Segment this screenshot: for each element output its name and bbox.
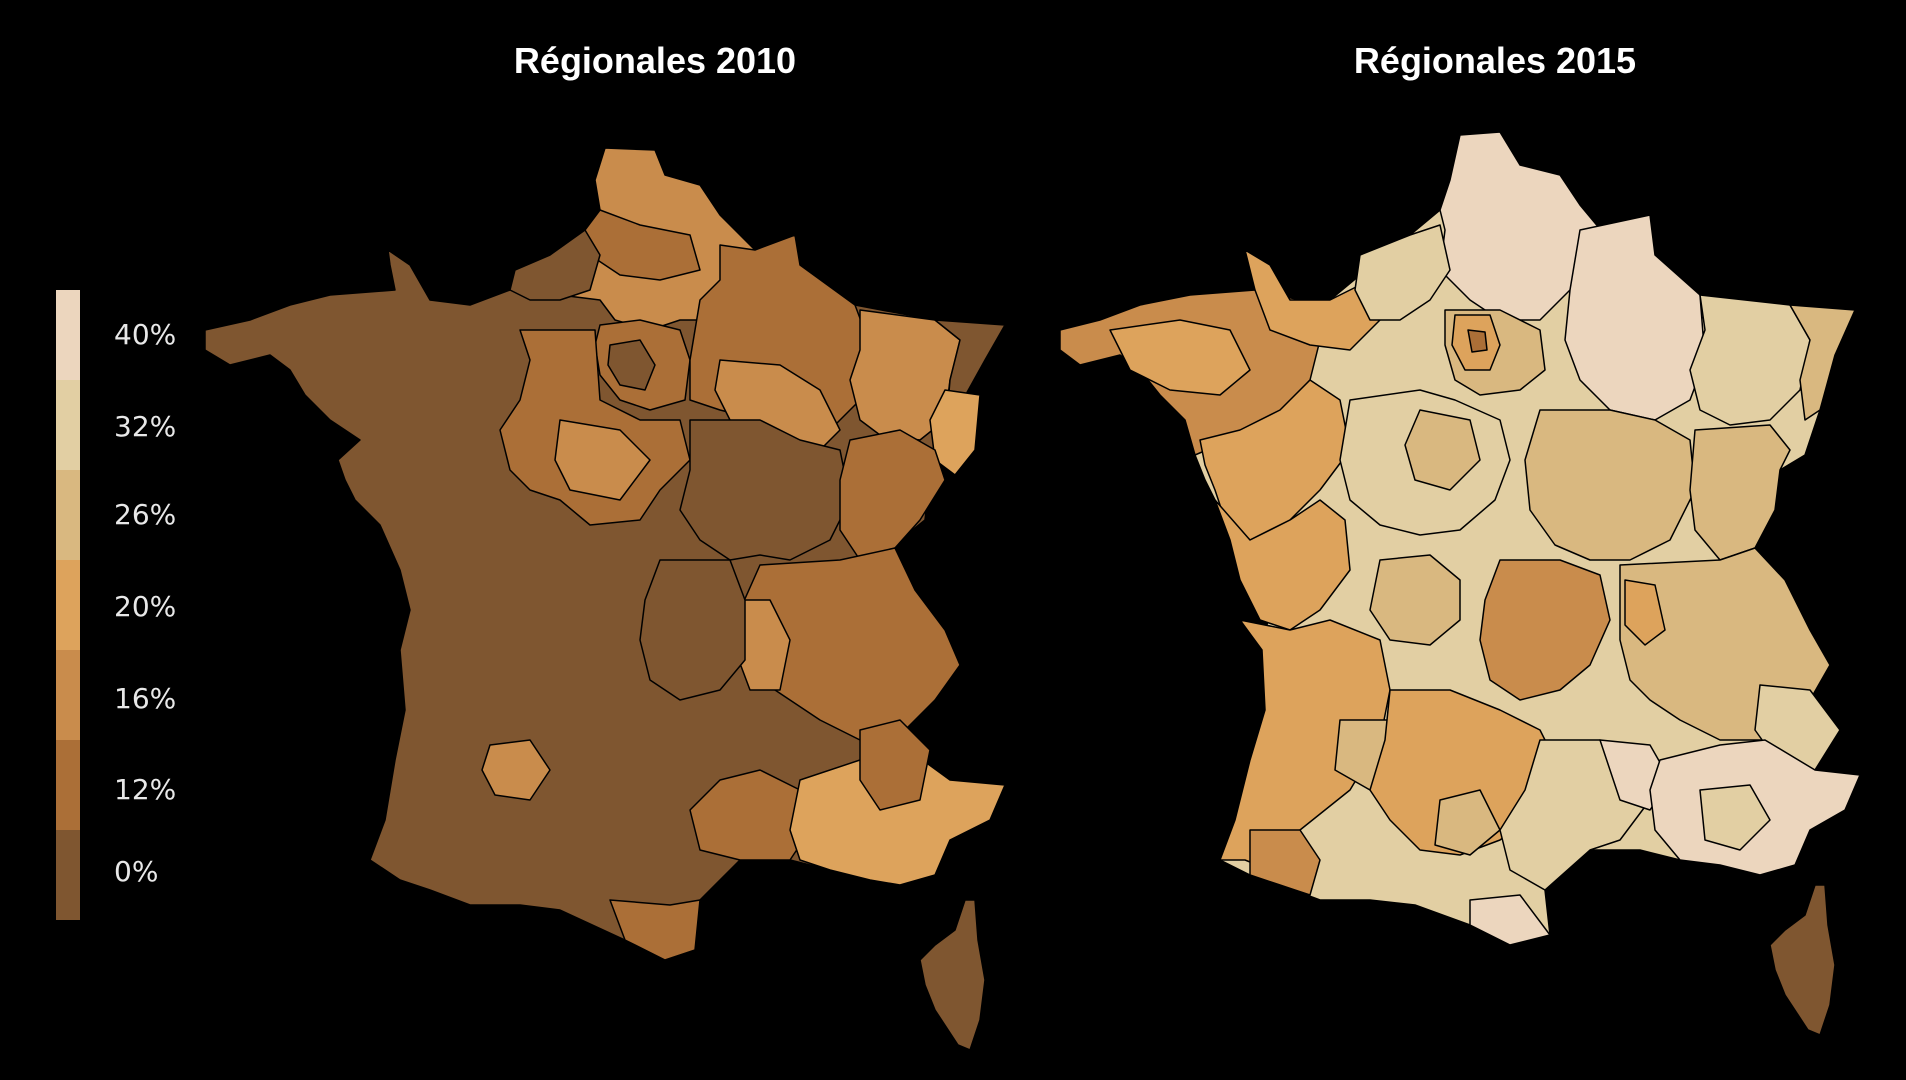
map-2010-corsica xyxy=(919,899,986,1051)
legend-swatch-12 xyxy=(56,740,80,830)
map-2010-region-paris xyxy=(607,339,656,391)
map-2010-region-aquitaine-inner xyxy=(481,739,551,801)
map-2010-region-provence-inner xyxy=(859,719,931,811)
map-2015-region-auvergne xyxy=(1479,559,1611,701)
map-2015-region-pays-loire xyxy=(1199,379,1351,541)
map-2010-region-pyrenees xyxy=(609,899,701,961)
map-2015-region-roussillon xyxy=(1469,894,1551,946)
map-title-2010: Régionales 2010 xyxy=(513,40,797,81)
map-2015-region-bourgogne xyxy=(1524,409,1696,561)
legend-label-40: 40% xyxy=(114,318,177,351)
map-2010-region-auvergne xyxy=(639,559,746,701)
map-2015-region-champagne xyxy=(1564,214,1706,421)
map-2010-region-languedoc xyxy=(689,769,811,861)
map-2010-region-franche-comte xyxy=(839,429,946,561)
legend-label-32: 32% xyxy=(114,410,177,443)
legend-label-20: 20% xyxy=(114,590,177,623)
map-2015-region-pyrenees-west xyxy=(1249,829,1321,896)
map-2015-region-alsace xyxy=(1789,304,1856,421)
legend-swatch-26 xyxy=(56,470,80,560)
map-2015-region-franche-comte xyxy=(1689,424,1791,561)
map-2010-region-haute-normandie xyxy=(509,229,601,301)
legend-swatch-16 xyxy=(56,650,80,740)
map-2015-region-paris xyxy=(1467,329,1488,353)
map-2015-corsica xyxy=(1769,884,1836,1036)
legend-swatch-32 xyxy=(56,380,80,470)
map-2015-region-rhone-inner xyxy=(1624,579,1666,646)
legend-label-26: 26% xyxy=(114,498,177,531)
legend-swatch-0 xyxy=(56,830,80,920)
legend-label-12: 12% xyxy=(114,773,177,806)
map-2015-region-poitou xyxy=(1214,499,1351,631)
map-2015-region-limousin xyxy=(1369,554,1461,646)
map-2010-region-centre-inner xyxy=(554,419,651,501)
map-2010-region-bourgogne xyxy=(679,419,851,561)
legend-label-16: 16% xyxy=(114,682,177,715)
map-2015-region-midi-inner xyxy=(1434,789,1501,856)
map-2015-region-picardie xyxy=(1354,224,1451,321)
legend-swatch-20 xyxy=(56,560,80,650)
map-2015-region-centre-inner xyxy=(1404,409,1481,491)
color-legend xyxy=(56,290,80,920)
map-2010-region-vosges xyxy=(929,389,981,476)
map-title-2015: Régionales 2015 xyxy=(1353,40,1637,81)
map-2015-region-paca-inner xyxy=(1699,784,1771,851)
map-2015-region-brittany-inner xyxy=(1109,319,1251,396)
legend-label-0: 0% xyxy=(114,855,159,888)
legend-swatch-40 xyxy=(56,290,80,380)
map-2015-region-nord xyxy=(1439,131,1606,321)
